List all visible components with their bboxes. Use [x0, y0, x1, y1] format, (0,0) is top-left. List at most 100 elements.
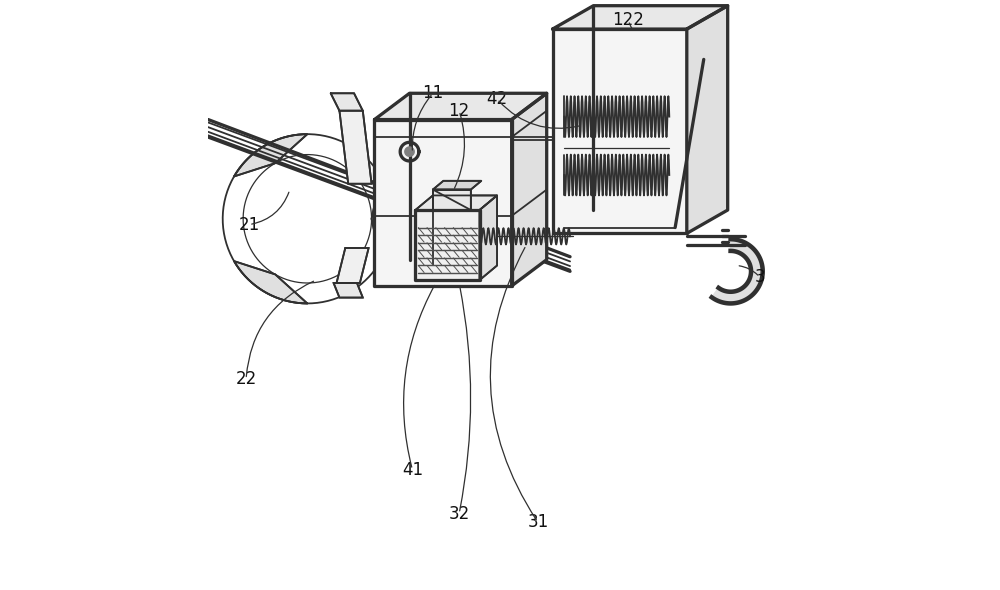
Polygon shape: [749, 258, 760, 264]
Polygon shape: [744, 286, 753, 296]
Polygon shape: [331, 93, 363, 111]
Polygon shape: [736, 291, 741, 302]
Polygon shape: [741, 289, 748, 299]
Polygon shape: [718, 290, 724, 301]
Polygon shape: [750, 276, 762, 279]
Polygon shape: [480, 195, 497, 280]
Polygon shape: [734, 291, 738, 303]
Polygon shape: [748, 281, 758, 289]
Polygon shape: [742, 287, 750, 297]
Polygon shape: [553, 29, 687, 234]
Polygon shape: [750, 260, 761, 265]
Polygon shape: [734, 240, 737, 251]
Polygon shape: [714, 289, 721, 300]
Polygon shape: [737, 241, 743, 253]
Polygon shape: [234, 134, 307, 176]
Polygon shape: [687, 6, 728, 234]
Polygon shape: [747, 251, 757, 260]
Polygon shape: [713, 289, 720, 299]
Polygon shape: [731, 291, 733, 303]
Polygon shape: [743, 287, 751, 297]
Text: 11: 11: [422, 84, 443, 102]
Polygon shape: [748, 255, 759, 262]
Text: 22: 22: [235, 371, 257, 388]
Polygon shape: [751, 270, 763, 271]
Polygon shape: [745, 286, 754, 294]
Polygon shape: [712, 288, 719, 298]
Polygon shape: [731, 239, 732, 251]
Text: 3: 3: [754, 268, 765, 286]
Polygon shape: [740, 243, 747, 254]
Polygon shape: [745, 248, 754, 257]
Polygon shape: [748, 254, 758, 261]
Polygon shape: [415, 189, 480, 210]
Text: 32: 32: [449, 504, 470, 523]
Polygon shape: [234, 261, 307, 303]
Polygon shape: [339, 111, 372, 183]
Polygon shape: [739, 242, 745, 253]
Polygon shape: [735, 240, 740, 252]
Polygon shape: [372, 176, 392, 261]
Polygon shape: [751, 273, 763, 274]
Polygon shape: [744, 247, 753, 257]
Polygon shape: [746, 284, 756, 293]
Polygon shape: [733, 240, 735, 251]
Text: 42: 42: [487, 90, 508, 108]
Polygon shape: [721, 291, 726, 303]
Polygon shape: [727, 291, 729, 303]
Polygon shape: [730, 291, 732, 303]
Polygon shape: [750, 263, 762, 267]
Polygon shape: [732, 240, 734, 251]
Polygon shape: [723, 291, 727, 303]
Text: 12: 12: [449, 102, 470, 120]
Polygon shape: [739, 290, 745, 301]
Polygon shape: [746, 250, 756, 259]
Polygon shape: [729, 291, 730, 303]
Polygon shape: [374, 120, 512, 286]
Polygon shape: [433, 181, 481, 189]
Polygon shape: [749, 257, 760, 263]
Polygon shape: [742, 244, 749, 255]
Polygon shape: [751, 267, 763, 270]
Polygon shape: [743, 246, 752, 256]
Polygon shape: [749, 279, 760, 285]
Polygon shape: [405, 147, 414, 156]
Polygon shape: [716, 290, 722, 300]
Text: 21: 21: [238, 215, 260, 234]
Polygon shape: [738, 241, 744, 253]
Polygon shape: [720, 291, 725, 302]
Polygon shape: [751, 268, 763, 270]
Text: 122: 122: [612, 11, 644, 30]
Polygon shape: [334, 283, 363, 297]
Polygon shape: [726, 291, 728, 303]
Polygon shape: [740, 289, 746, 300]
Polygon shape: [747, 283, 757, 291]
Polygon shape: [374, 93, 547, 120]
Polygon shape: [742, 245, 750, 255]
Polygon shape: [735, 291, 739, 303]
Polygon shape: [415, 210, 480, 280]
Text: 41: 41: [402, 461, 423, 479]
Polygon shape: [732, 291, 735, 303]
Polygon shape: [733, 291, 736, 303]
Polygon shape: [734, 240, 738, 251]
Polygon shape: [748, 281, 759, 287]
Polygon shape: [751, 271, 763, 273]
Text: 31: 31: [527, 513, 549, 532]
Polygon shape: [724, 291, 728, 303]
Polygon shape: [750, 278, 761, 283]
Polygon shape: [750, 277, 761, 282]
Polygon shape: [553, 6, 728, 29]
Polygon shape: [750, 276, 762, 280]
Polygon shape: [751, 273, 763, 276]
Polygon shape: [747, 253, 758, 260]
Polygon shape: [337, 248, 369, 283]
Polygon shape: [738, 290, 744, 301]
Polygon shape: [749, 280, 760, 286]
Polygon shape: [751, 266, 762, 268]
Polygon shape: [751, 274, 762, 277]
Polygon shape: [745, 249, 755, 258]
Polygon shape: [717, 290, 723, 301]
Polygon shape: [741, 244, 748, 254]
Polygon shape: [415, 195, 497, 210]
